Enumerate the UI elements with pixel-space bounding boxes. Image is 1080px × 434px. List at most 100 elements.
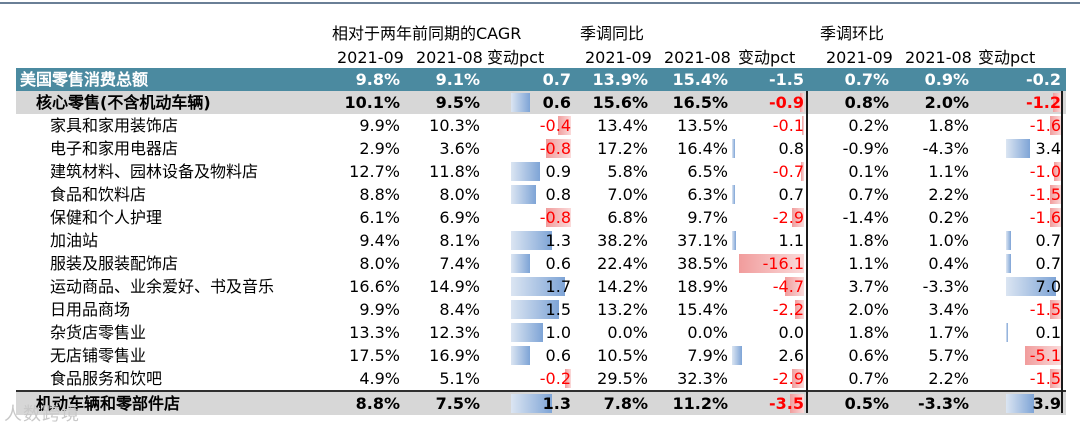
value-cell: 38.5% [677,254,728,273]
change-cell: 0.7 [1035,231,1061,250]
change-cell: -1.2 [1026,93,1061,112]
value-cell: 8.8% [355,394,400,413]
table-row: 保健和个人护理 6.1% 6.9% 6.8% 9.7% -1.4% 0.2% -0.8 -2.9… [16,206,1066,229]
change-cell: 0.7 [1035,254,1061,273]
row-label: 核心零售(不含机动车辆) [36,93,211,112]
value-cell: 0.2% [928,208,969,227]
change-bar [800,93,804,112]
change-cell: 0.7 [542,70,571,89]
table-row: 机动车辆和零部件店 8.8% 7.5% 7.8% 11.2% 0.5% -3.3% 1.3 -3… [16,392,1066,415]
change-cell: -0.4 [539,116,571,135]
change-cell: 0.1 [1035,323,1061,342]
table-row: 食品和饮料店 8.8% 8.0% 7.0% 6.3% 0.7% 2.2% 0.8 0.7 -1.5 [16,183,1066,206]
change-cell: -2.9 [772,208,804,227]
value-cell: 15.4% [672,70,728,89]
value-cell: 0.4% [928,254,969,273]
value-cell: 16.5% [672,93,728,112]
change-cell: 3.9 [1032,394,1061,413]
row-label: 保健和个人护理 [50,208,163,227]
top-rule [0,2,1080,4]
row-label: 食品和饮料店 [50,185,147,204]
change-cell: -0.7 [772,162,804,181]
change-cell: 1.3 [542,394,571,413]
table-row: 日用品商场 9.9% 8.4% 13.2% 15.4% 2.0% 3.4% 1.5 -2.2 -1… [16,298,1066,321]
value-cell: 1.1% [928,162,969,181]
change-cell: -1.5 [769,70,804,89]
retail-sales-table: 美国零售消费总额 9.8% 9.1% 13.9% 15.4% 0.7% 0.9% 0.7 -1.… [16,68,1066,415]
change-bar [801,162,804,181]
value-cell: 17.5% [349,346,400,365]
value-cell: 6.3% [687,185,728,204]
row-label: 加油站 [50,231,99,250]
value-cell: 9.4% [359,231,400,250]
value-cell: 13.4% [597,116,648,135]
change-cell: -5.1 [1029,346,1061,365]
change-bar [789,394,804,413]
value-cell: 11.8% [429,162,480,181]
change-cell: -3.5 [769,394,804,413]
change-bar [511,277,565,296]
value-cell: 13.3% [349,323,400,342]
value-cell: 3.4% [928,300,969,319]
row-label: 无店铺零售业 [50,346,147,365]
change-bar [511,323,543,342]
value-cell: 2.2% [928,369,969,388]
value-cell: 38.2% [597,231,648,250]
change-cell: -0.9 [769,93,804,112]
value-cell: 0.9% [924,70,969,89]
value-cell: 9.8% [355,70,400,89]
table-row: 家具和家用装饰店 9.9% 10.3% 13.4% 13.5% 0.2% 1.8% -0.4 -… [16,114,1066,137]
value-cell: 2.9% [359,139,400,158]
subheader-mom-2021-09: 2021-09 [826,48,893,67]
value-cell: 7.8% [603,394,648,413]
value-cell: 11.2% [672,394,728,413]
value-cell: 8.4% [439,300,480,319]
change-bar [732,185,735,204]
subheader-yoy-2021-08: 2021-08 [664,48,731,67]
row-label: 美国零售消费总额 [20,70,149,89]
change-bar [732,346,743,365]
value-cell: 1.8% [848,323,889,342]
row-label: 服装及服装配饰店 [50,254,179,273]
change-cell: 2.6 [778,346,804,365]
subheader-cagr-2021-09: 2021-09 [337,48,404,67]
change-bar [792,369,804,388]
value-cell: 15.4% [677,300,728,319]
value-cell: 9.1% [435,70,480,89]
change-bar [1050,369,1061,388]
change-cell: -0.1 [772,116,804,135]
change-cell: -1.5 [1029,185,1061,204]
table-row: 服装及服装配饰店 8.0% 7.4% 22.4% 38.5% 1.1% 0.4% 0.6 -16… [16,252,1066,275]
value-cell: 10.5% [597,346,648,365]
value-cell: 0.7% [848,185,889,204]
row-label: 建筑材料、园林设备及物料店 [50,162,259,181]
value-cell: 10.1% [344,93,400,112]
change-bar [1052,93,1061,112]
change-bar [511,185,537,204]
value-cell: 2.0% [924,93,969,112]
watermark: 人数跨境 [4,404,80,425]
change-bar [1050,185,1061,204]
change-cell: -0.2 [1026,70,1061,89]
value-cell: 17.2% [597,139,648,158]
change-cell: -0.8 [539,208,571,227]
value-cell: 5.7% [928,346,969,365]
change-bar [1006,231,1011,250]
change-cell: 1.0 [545,323,571,342]
change-cell: -0.8 [539,139,571,158]
change-bar [1006,254,1011,273]
table-row: 运动商品、业余爱好、书及音乐 16.6% 14.9% 14.2% 18.9% 3.7% -3… [16,275,1066,298]
change-bar [1006,277,1056,296]
table-row: 杂货店零售业 13.3% 12.3% 0.0% 0.0% 1.8% 1.7% 1.0 0.0 0.… [16,321,1066,344]
subheader-mom-change: 变动pct [978,48,1036,67]
row-label: 食品服务和饮吧 [50,369,163,388]
change-bar [511,394,553,413]
value-cell: 9.9% [359,116,400,135]
value-cell: 7.9% [687,346,728,365]
change-bar [511,346,531,365]
value-cell: 8.1% [439,231,480,250]
row-label: 家具和家用装饰店 [50,116,179,135]
change-bar [785,277,804,296]
row-label: 杂货店零售业 [50,323,147,342]
change-cell: -1.5 [1029,300,1061,319]
